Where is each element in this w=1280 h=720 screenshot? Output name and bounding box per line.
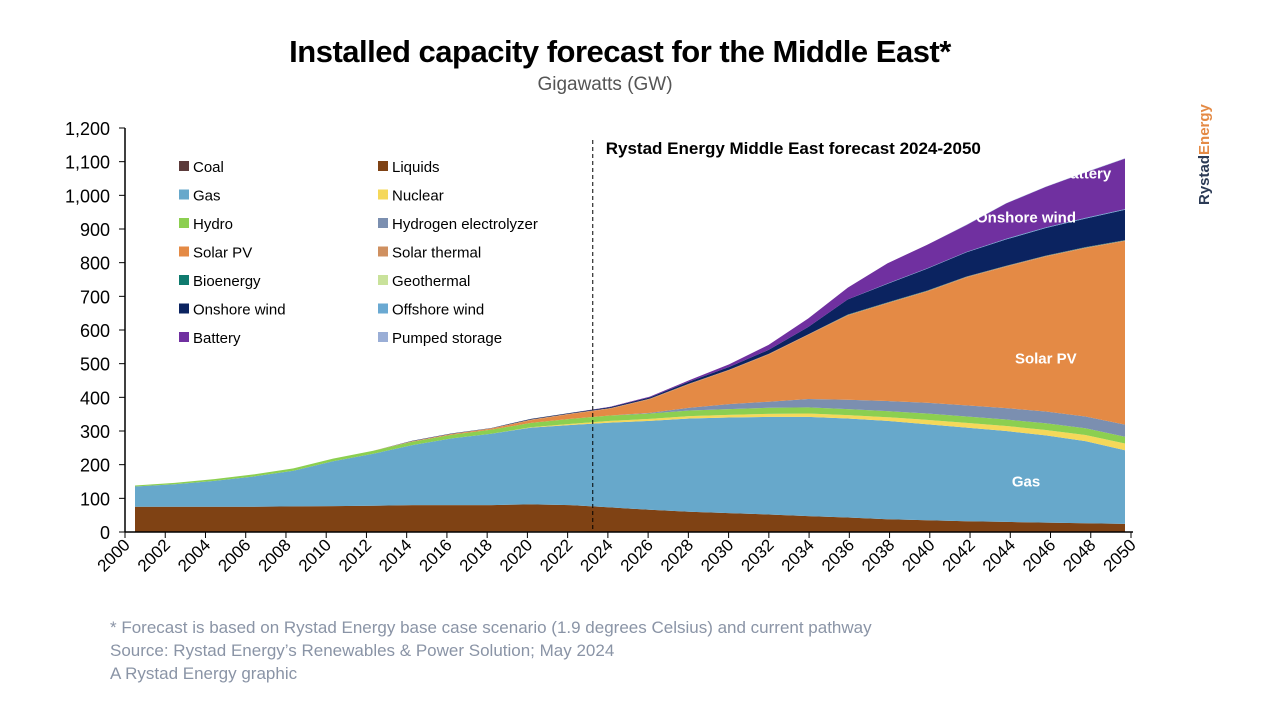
legend-item: Onshore wind — [179, 302, 286, 319]
legend-swatch — [378, 246, 388, 257]
x-tick-label: 2036 — [818, 535, 858, 575]
y-tick-label: 1,000 — [65, 186, 110, 206]
legend-label: Battery — [193, 330, 241, 347]
x-tick-label: 2006 — [214, 535, 254, 575]
x-tick-label: 2010 — [295, 535, 335, 575]
legend-item: Solar thermal — [378, 245, 481, 262]
legend-swatch — [378, 332, 388, 342]
x-tick-label: 2018 — [456, 535, 496, 575]
legend-swatch — [179, 246, 189, 257]
x-tick-label: 2004 — [174, 535, 214, 575]
x-tick-label: 2040 — [898, 535, 938, 575]
y-tick-label: 500 — [80, 355, 110, 375]
legend-label: Solar PV — [193, 245, 252, 262]
source-note: Source: Rystad Energy’s Renewables & Pow… — [110, 641, 615, 660]
area-gas — [135, 416, 1125, 524]
y-tick-label: 400 — [80, 388, 110, 408]
legend-item: Coal — [179, 159, 224, 176]
legend-label: Pumped storage — [392, 330, 502, 347]
chart-title: Installed capacity forecast for the Midd… — [289, 34, 951, 69]
rystad-logo: RystadEnergy — [1196, 104, 1213, 205]
legend-item: Liquids — [378, 159, 440, 176]
legend-label: Coal — [193, 159, 224, 176]
area-hydro — [135, 407, 1125, 487]
legend-label: Bioenergy — [193, 273, 261, 290]
legend-swatch — [378, 275, 388, 285]
legend-label: Onshore wind — [193, 302, 286, 319]
legend-label: Offshore wind — [392, 302, 484, 319]
y-tick-label: 700 — [80, 287, 110, 307]
y-tick-label: 600 — [80, 321, 110, 341]
x-tick-label: 2044 — [979, 535, 1019, 575]
legend-swatch — [378, 303, 388, 314]
x-tick-label: 2008 — [255, 535, 295, 575]
y-tick-label: 800 — [80, 254, 110, 274]
legend-swatch — [378, 189, 388, 200]
area-label: Battery — [1060, 166, 1112, 183]
x-tick-label: 2026 — [617, 535, 657, 575]
legend-swatch — [179, 303, 189, 314]
y-tick-label: 0 — [100, 523, 110, 543]
x-tick-label: 2016 — [416, 535, 456, 575]
legend-label: Gas — [193, 188, 221, 205]
x-tick-label: 2038 — [858, 535, 898, 575]
legend-label: Liquids — [392, 159, 440, 176]
y-tick-label: 1,100 — [65, 153, 110, 173]
legend-swatch — [378, 218, 388, 228]
x-tick-label: 2014 — [375, 535, 415, 575]
y-tick-label: 300 — [80, 422, 110, 442]
forecast-annotation: Rystad Energy Middle East forecast 2024-… — [606, 139, 981, 158]
x-tick-label: 2020 — [496, 535, 536, 575]
area-liquids — [135, 504, 1125, 532]
x-tick-label: 2032 — [737, 535, 777, 575]
legend-item: Offshore wind — [378, 302, 484, 319]
chart-subtitle: Gigawatts (GW) — [537, 74, 673, 95]
legend-swatch — [179, 218, 189, 228]
legend-swatch — [179, 161, 189, 171]
legend-item: Pumped storage — [378, 330, 502, 347]
legend-item: Hydro — [179, 216, 233, 233]
x-tick-label: 2002 — [134, 535, 174, 575]
y-tick-label: 200 — [80, 456, 110, 476]
area-solar-pv — [135, 241, 1125, 486]
x-tick-label: 2048 — [1059, 535, 1099, 575]
x-tick-label: 2050 — [1100, 535, 1140, 575]
x-tick-label: 2046 — [1019, 535, 1059, 575]
legend-swatch — [179, 189, 189, 200]
legend-swatch — [179, 332, 189, 342]
y-tick-label: 1,200 — [65, 119, 110, 139]
footnote: * Forecast is based on Rystad Energy bas… — [110, 618, 872, 637]
area-label: Gas — [1012, 474, 1040, 491]
legend-item: Hydrogen electrolyzer — [378, 216, 538, 233]
logo-part2: Energy — [1196, 104, 1213, 155]
legend-label: Hydrogen electrolyzer — [392, 216, 538, 233]
legend-item: Bioenergy — [179, 273, 261, 290]
area-label: Onshore wind — [976, 209, 1076, 226]
legend-item: Nuclear — [378, 188, 444, 205]
x-tick-label: 2034 — [778, 535, 818, 575]
legend-item: Geothermal — [378, 273, 470, 290]
legend-label: Geothermal — [392, 273, 470, 290]
credit-note: A Rystad Energy graphic — [110, 664, 298, 683]
legend-label: Solar thermal — [392, 245, 481, 262]
x-tick-label: 2042 — [939, 535, 979, 575]
legend-label: Nuclear — [392, 188, 444, 205]
x-tick-label: 2030 — [697, 535, 737, 575]
stacked-area-chart: 0 100 200 300 400 500 600 700 800 900 1,000 1,100 1,… — [65, 119, 1140, 576]
x-tick-label: 2028 — [657, 535, 697, 575]
legend-swatch — [179, 275, 189, 285]
x-tick-label: 2012 — [335, 535, 375, 575]
legend-swatch — [378, 161, 388, 171]
y-tick-label: 900 — [80, 220, 110, 240]
area-onshore-wind — [135, 209, 1125, 486]
legend-item: Solar PV — [179, 245, 252, 262]
x-tick-label: 2022 — [536, 535, 576, 575]
area-label: Solar PV — [1015, 351, 1077, 368]
y-tick-label: 100 — [80, 489, 110, 509]
legend-item: Gas — [179, 188, 221, 205]
legend-item: Battery — [179, 330, 241, 347]
logo-part1: Rystad — [1196, 154, 1213, 205]
legend-label: Hydro — [193, 216, 233, 233]
x-tick-label: 2024 — [577, 535, 617, 575]
